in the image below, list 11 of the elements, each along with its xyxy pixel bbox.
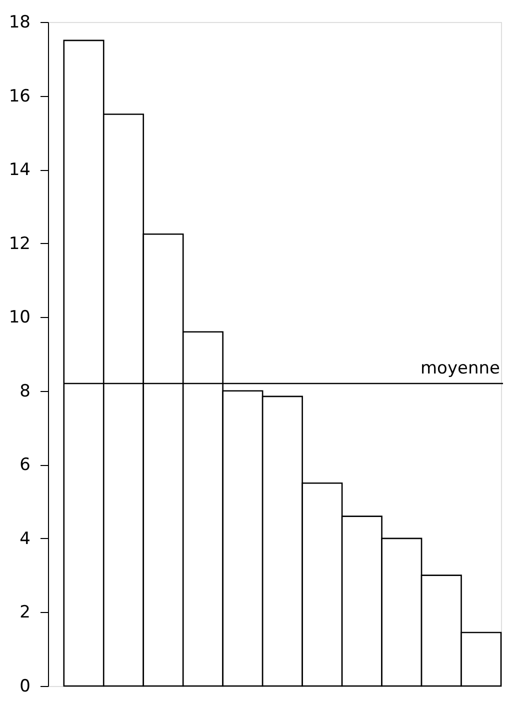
y-tick-label: 4 [20, 528, 30, 549]
y-tick-label: 18 [8, 12, 30, 32]
y-tick-label: 16 [8, 86, 30, 106]
ref-line-label: moyenne [420, 358, 500, 379]
y-tick-label: 8 [20, 381, 30, 402]
y-tick-label: 0 [20, 676, 30, 696]
y-tick-label: 2 [20, 602, 30, 623]
y-tick-label: 10 [8, 308, 30, 328]
y-tick-label: 12 [8, 234, 30, 254]
y-tick-label: 6 [20, 455, 30, 476]
y-tick-label: 14 [8, 160, 30, 180]
